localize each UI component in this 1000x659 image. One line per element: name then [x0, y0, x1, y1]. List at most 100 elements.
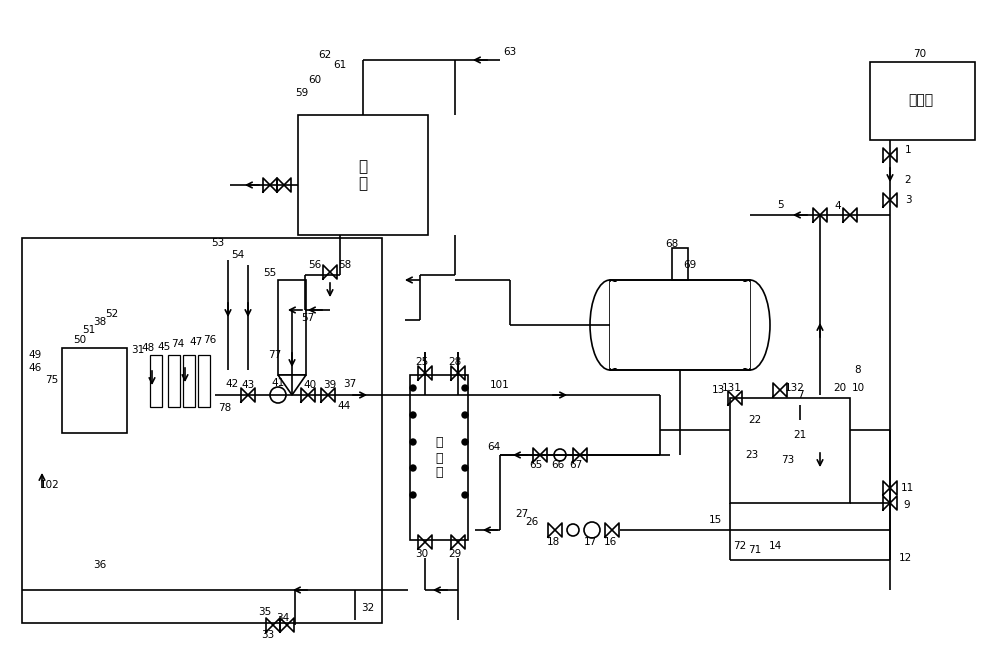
Text: 14: 14	[768, 541, 782, 551]
Text: 76: 76	[203, 335, 217, 345]
Text: 68: 68	[665, 239, 679, 249]
Text: 5: 5	[777, 200, 783, 210]
Text: 29: 29	[448, 549, 462, 559]
Bar	[870, 62, 975, 140]
Text: 26: 26	[525, 517, 539, 527]
Bar	[183, 355, 195, 407]
Text: 77: 77	[268, 350, 282, 360]
Text: 28: 28	[448, 357, 462, 367]
Text: 55: 55	[263, 268, 277, 278]
Bar	[730, 398, 850, 503]
Text: 41: 41	[271, 378, 285, 388]
Bar	[22, 238, 382, 623]
Text: 32: 32	[361, 603, 375, 613]
Text: 66: 66	[551, 460, 565, 470]
Text: 12: 12	[898, 553, 912, 563]
Text: 43: 43	[241, 380, 255, 390]
Text: 21: 21	[793, 430, 807, 440]
Text: 8: 8	[855, 365, 861, 375]
Polygon shape	[278, 375, 306, 395]
Text: 63: 63	[503, 47, 517, 57]
Text: 36: 36	[93, 560, 107, 570]
Text: 45: 45	[157, 342, 171, 352]
Text: 57: 57	[301, 313, 315, 323]
Text: 35: 35	[258, 607, 272, 617]
Text: 23: 23	[745, 450, 759, 460]
Text: 换
热
器: 换 热 器	[435, 436, 443, 480]
Circle shape	[462, 465, 468, 471]
Text: 71: 71	[748, 545, 762, 555]
Text: 101: 101	[490, 380, 510, 390]
Text: 131: 131	[722, 383, 742, 393]
Text: 44: 44	[337, 401, 351, 411]
Text: 7: 7	[797, 390, 803, 400]
Text: 25: 25	[415, 357, 429, 367]
Bar	[278, 280, 306, 375]
Text: 47: 47	[189, 337, 203, 347]
Text: 33: 33	[261, 630, 275, 640]
Bar	[62, 348, 127, 433]
Text: 4: 4	[835, 201, 841, 211]
Text: 52: 52	[105, 309, 119, 319]
Text: 54: 54	[231, 250, 245, 260]
Text: 27: 27	[515, 509, 529, 519]
Text: 49: 49	[28, 350, 42, 360]
Text: 75: 75	[45, 375, 59, 385]
Text: 13: 13	[711, 385, 725, 395]
Text: 53: 53	[211, 238, 225, 248]
Bar	[150, 355, 162, 407]
Text: 48: 48	[141, 343, 155, 353]
Text: 22: 22	[748, 415, 762, 425]
Circle shape	[410, 385, 416, 391]
Circle shape	[462, 439, 468, 445]
Bar	[610, 282, 750, 368]
Bar	[610, 280, 750, 370]
Text: 31: 31	[131, 345, 145, 355]
Text: 61: 61	[333, 60, 347, 70]
Text: 69: 69	[683, 260, 697, 270]
Text: 51: 51	[82, 325, 96, 335]
Text: 3: 3	[905, 195, 911, 205]
Text: 70: 70	[913, 49, 927, 59]
Text: 40: 40	[303, 380, 317, 390]
Text: 50: 50	[73, 335, 87, 345]
Text: 60: 60	[308, 75, 322, 85]
Text: 2: 2	[905, 175, 911, 185]
Text: 78: 78	[218, 403, 232, 413]
Text: 132: 132	[785, 383, 805, 393]
Text: 67: 67	[569, 460, 583, 470]
Text: 102: 102	[40, 480, 60, 490]
Circle shape	[462, 385, 468, 391]
Text: 1: 1	[905, 145, 911, 155]
Text: 37: 37	[343, 379, 357, 389]
Text: 42: 42	[225, 379, 239, 389]
Circle shape	[410, 492, 416, 498]
Text: 73: 73	[781, 455, 795, 465]
Text: 锅
炉: 锅 炉	[358, 159, 368, 191]
Bar	[610, 282, 750, 368]
Circle shape	[462, 412, 468, 418]
Text: 62: 62	[318, 50, 332, 60]
Text: 58: 58	[338, 260, 352, 270]
Text: 11: 11	[900, 483, 914, 493]
Text: 72: 72	[733, 541, 747, 551]
Text: 56: 56	[308, 260, 322, 270]
Text: 74: 74	[171, 339, 185, 349]
Text: 64: 64	[487, 442, 501, 452]
Bar	[168, 355, 180, 407]
Text: 38: 38	[93, 317, 107, 327]
Circle shape	[410, 439, 416, 445]
Bar	[298, 115, 428, 235]
Circle shape	[462, 492, 468, 498]
Bar	[410, 375, 468, 540]
Text: 59: 59	[295, 88, 309, 98]
Text: 34: 34	[276, 613, 290, 623]
Text: 15: 15	[708, 515, 722, 525]
Text: 10: 10	[851, 383, 865, 393]
Text: 9: 9	[904, 500, 910, 510]
Text: 17: 17	[583, 537, 597, 547]
Bar	[198, 355, 210, 407]
Text: 20: 20	[833, 383, 847, 393]
Text: 软水站: 软水站	[908, 93, 934, 107]
Text: 18: 18	[546, 537, 560, 547]
